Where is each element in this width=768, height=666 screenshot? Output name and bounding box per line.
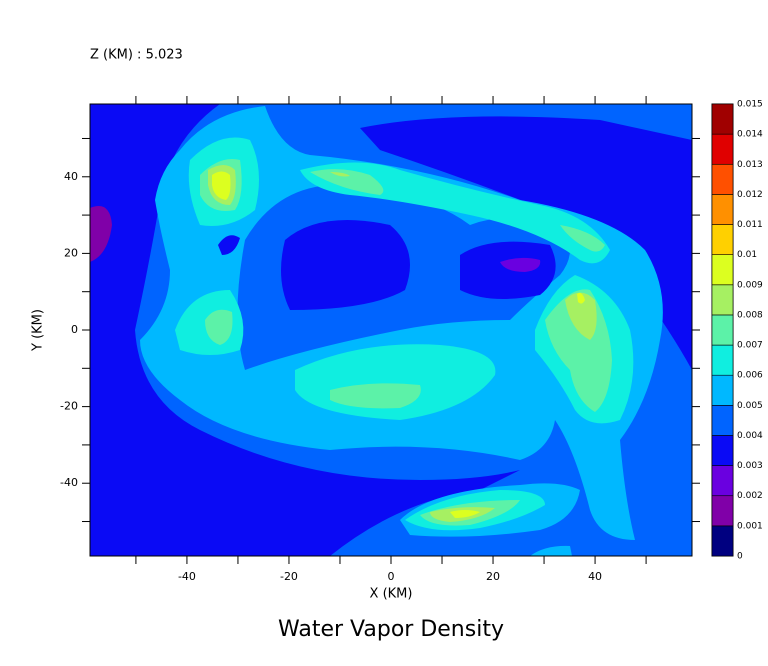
contour-band [360,116,692,370]
contour-band [500,257,541,272]
colorbar-label: 0.008 [737,310,763,320]
colorbar-box [711,133,734,165]
colorbar-label: 0.004 [737,431,763,441]
colorbar-label: 0.015 [737,100,763,110]
colorbar-label: 0.013 [737,160,763,170]
colorbar-box [711,405,734,436]
colorbar-box [711,435,734,466]
colorbar-box [711,314,734,346]
colorbar-box [711,284,734,316]
colorbar-label: 0 [737,552,743,562]
x-tick-label: 40 [588,570,602,583]
colorbar-box [711,374,734,406]
colorbar-label: 0.011 [737,220,763,230]
colorbar-box [711,495,734,527]
colorbar-box [711,194,734,225]
colorbar-box [711,525,734,557]
contour-band [330,172,350,177]
colorbar-label: 0.01 [737,250,757,260]
y-tick-label: 40 [64,170,78,183]
colorbar-box [711,224,734,255]
y-axis-label: Y (KM) [31,309,46,352]
x-tick-label: -40 [178,570,196,583]
colorbar-label: 0.002 [737,491,763,501]
contour-band [281,220,410,310]
x-tick-label: -20 [280,570,298,583]
contour-band [330,383,421,409]
colorbar-box [711,254,734,286]
contour-band [212,171,231,200]
contour-band [560,225,605,252]
x-axis-label: X (KM) [370,587,413,602]
colorbar-box [711,103,734,135]
colorbar-label: 0.003 [737,461,763,471]
contour-field [90,104,692,556]
colorbar-box [711,163,734,195]
contour-band [205,309,233,345]
y-tick-label: -40 [60,476,78,489]
subtitle: Z (KM) : 5.023 [90,48,183,63]
contour-band [577,292,585,304]
y-tick-label: 20 [64,246,78,259]
contour-band [310,169,384,195]
chart-title: Water Vapor Density [278,617,504,642]
colorbar-label: 0.009 [737,280,763,290]
y-tick-label: -20 [60,400,78,413]
contour-band [90,104,520,556]
contour-band [218,235,240,255]
contour-band [450,510,480,518]
colorbar-label: 0.007 [737,341,763,351]
contour-band [90,206,112,262]
x-tick-label: 20 [486,570,500,583]
y-tick-label: 0 [71,323,78,336]
colorbar-label: 0.006 [737,371,763,381]
x-tick-label: 0 [388,570,395,583]
contour-band [460,241,556,299]
colorbar-label: 0.001 [737,521,763,531]
colorbar-label: 0.005 [737,401,763,411]
contour-band [530,545,572,556]
contour-band [565,292,597,340]
colorbar-label: 0.014 [737,130,763,140]
colorbar-box [711,465,734,497]
colorbar-box [711,344,734,376]
colorbar-label: 0.012 [737,190,763,200]
